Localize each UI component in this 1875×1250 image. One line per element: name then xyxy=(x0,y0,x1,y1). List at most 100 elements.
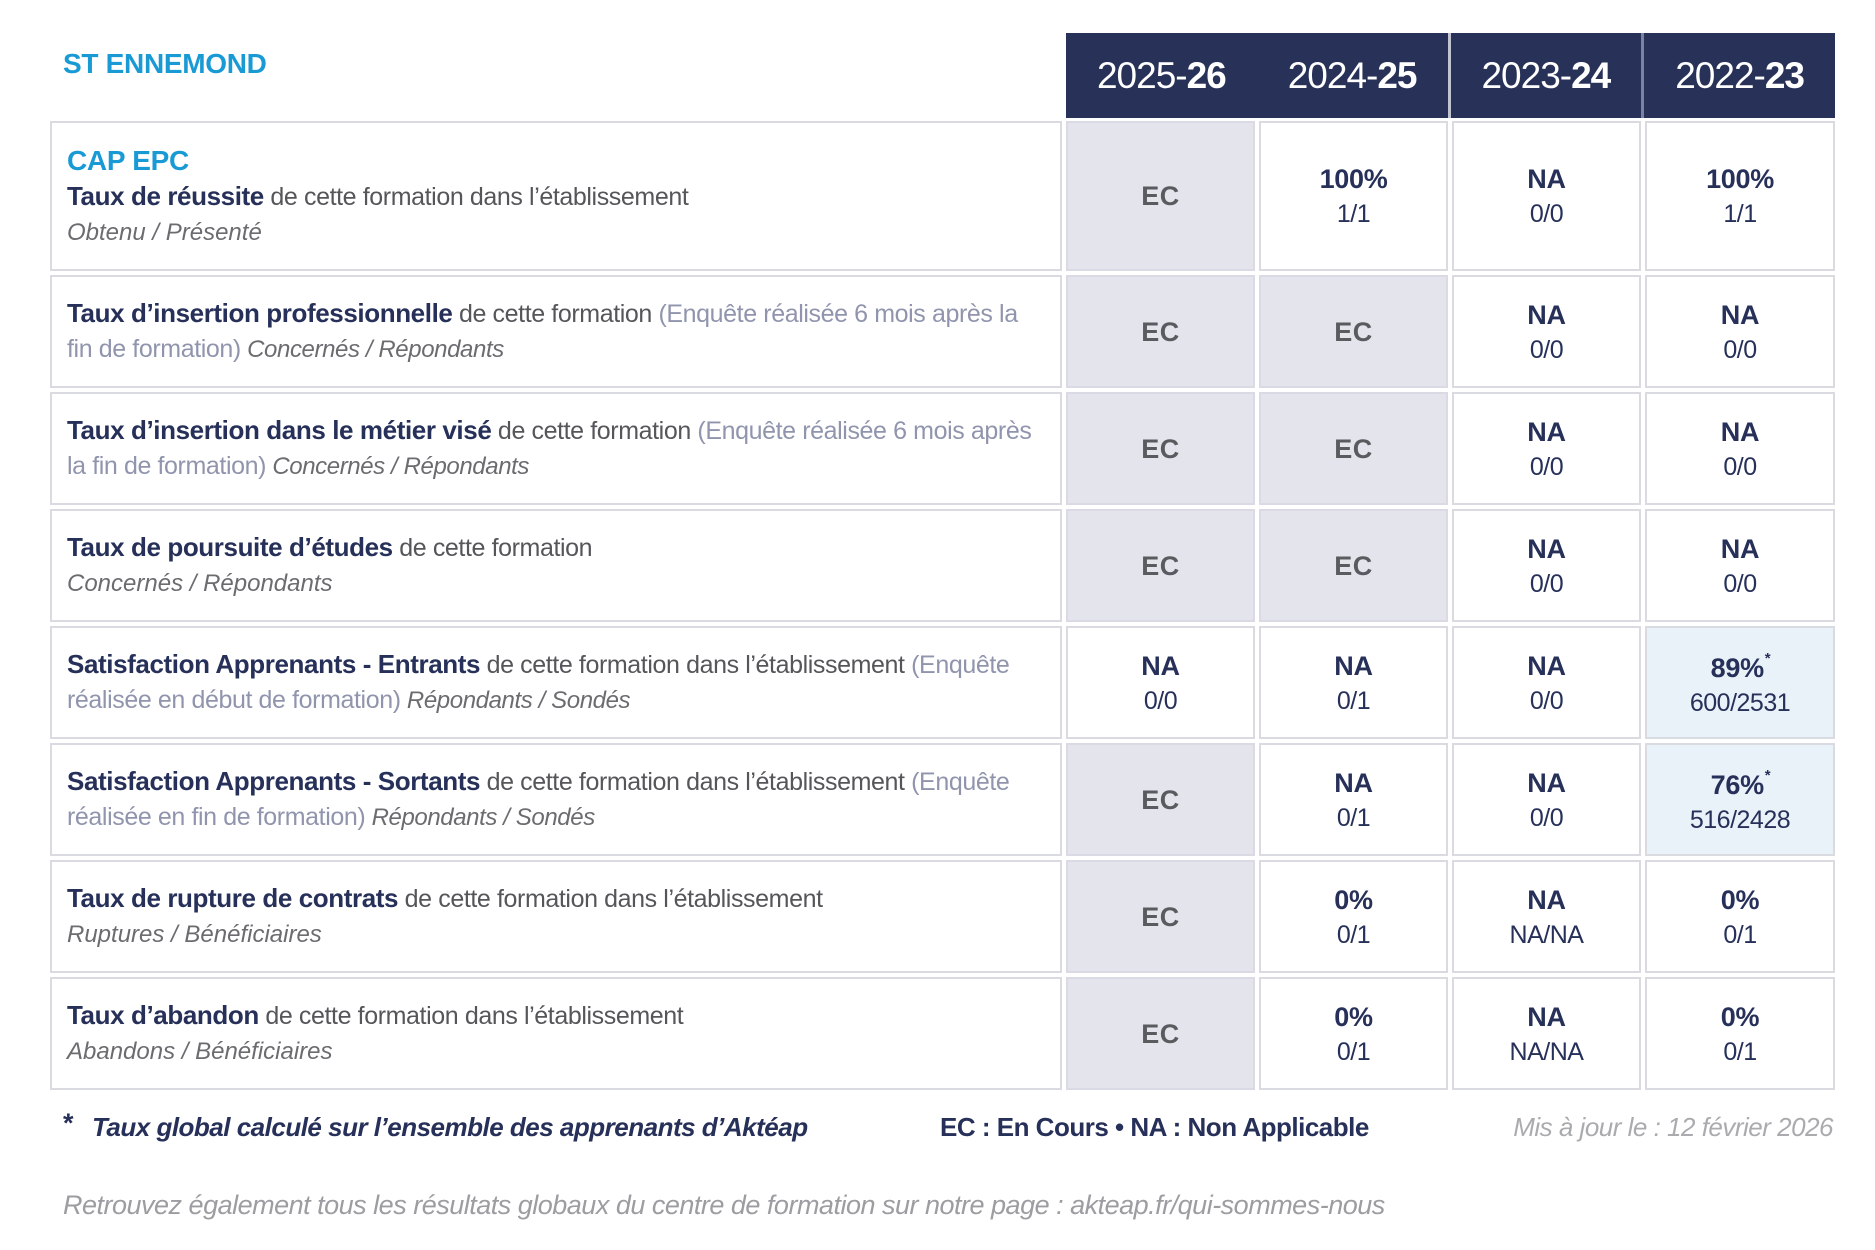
footnote-asterisk: * xyxy=(63,1108,74,1138)
stat-fraction: 0/0 xyxy=(1529,686,1564,715)
year-suffix: 23 xyxy=(1764,54,1805,96)
stat-value: EC xyxy=(1141,181,1180,211)
metric-title: Taux d’abandon xyxy=(67,1000,259,1030)
stat-value: NA xyxy=(1141,650,1180,681)
row-label-rupture-contrats: Taux de rupture de contrats de cette for… xyxy=(50,860,1062,973)
metric-text: Satisfaction Apprenants - Sortants de ce… xyxy=(67,764,1040,835)
stat-cell: NA 0/1 xyxy=(1259,743,1448,856)
stat-value: NA xyxy=(1527,1001,1566,1032)
stat-cell-highlighted: 76%* 516/2428 xyxy=(1645,743,1835,856)
stat-cell: 0% 0/1 xyxy=(1645,860,1835,973)
metric-paren: (Enquête réalisée en début de formation) xyxy=(67,651,1010,714)
stat-fraction: 1/1 xyxy=(1723,200,1757,228)
stat-fraction: 0/1 xyxy=(1336,803,1371,832)
stat-cell: 100% 1/1 xyxy=(1645,121,1835,271)
metric-sub: Ruptures / Bénéficiaires xyxy=(67,921,322,948)
year-suffix: 25 xyxy=(1377,54,1417,96)
stat-cell: EC xyxy=(1066,392,1255,505)
stat-cell: EC xyxy=(1066,860,1255,973)
metric-text: Taux d’insertion professionnelle de cett… xyxy=(67,296,1040,367)
stat-fraction: 0/0 xyxy=(1529,803,1564,832)
stat-cell: 0% 0/1 xyxy=(1259,977,1448,1090)
asterisk: * xyxy=(1764,767,1771,784)
metric-desc: de cette formation dans l’établissement xyxy=(258,1002,684,1030)
stat-cell: EC xyxy=(1066,509,1255,622)
stat-value: NA xyxy=(1720,533,1760,564)
stat-value: NA xyxy=(1527,164,1566,194)
stat-fraction: 0/1 xyxy=(1336,920,1371,949)
stat-cell: 0% 0/1 xyxy=(1259,860,1448,973)
metric-text: Taux de réussite de cette formation dans… xyxy=(67,179,689,215)
stat-cell: NA NA/NA xyxy=(1452,977,1641,1090)
stat-value: EC xyxy=(1334,316,1373,347)
metric-sub: Concernés / Répondants xyxy=(266,453,530,480)
years-header: 2025- 26 2024- 25 2023- 24 2022- 23 xyxy=(1066,33,1835,118)
metric-desc: de cette formation xyxy=(392,534,593,562)
school-title: ST ENNEMOND xyxy=(63,48,267,79)
stat-fraction: 0/0 xyxy=(1529,452,1564,481)
metric-sub: Répondants / Sondés xyxy=(400,687,631,714)
stat-cell: EC xyxy=(1259,509,1448,622)
stat-value: EC xyxy=(1141,901,1180,932)
stat-value: 100% xyxy=(1706,164,1774,194)
stat-value: 100% xyxy=(1319,164,1388,194)
metric-text: Satisfaction Apprenants - Entrants de ce… xyxy=(67,647,1040,718)
stat-cell: EC xyxy=(1066,121,1255,271)
stat-cell: NA 0/0 xyxy=(1066,626,1255,739)
metric-sub: Concernés / Répondants xyxy=(67,570,333,597)
stat-value: NA xyxy=(1527,416,1566,447)
stat-value: NA xyxy=(1334,767,1373,798)
metric-paren: (Enquête réalisée en fin de formation) xyxy=(67,768,1010,831)
metric-desc: de cette formation xyxy=(452,300,659,328)
stat-cell-highlighted: 89%* 600/2531 xyxy=(1645,626,1835,739)
metric-title: Taux de poursuite d’études xyxy=(67,532,393,562)
stat-fraction: 516/2428 xyxy=(1689,806,1791,834)
row-label-insertion-professionnelle: Taux d’insertion professionnelle de cett… xyxy=(50,275,1062,388)
stat-cell: 0% 0/1 xyxy=(1645,977,1835,1090)
stat-value: NA xyxy=(1527,884,1566,915)
stat-cell: EC xyxy=(1066,977,1255,1090)
year-column-2025-26: 2025- 26 xyxy=(1066,33,1257,118)
stat-fraction: 0/1 xyxy=(1336,686,1371,715)
year-suffix: 24 xyxy=(1571,54,1611,96)
metric-desc: de cette formation dans l’établissement xyxy=(480,651,912,679)
stat-cell: NA 0/0 xyxy=(1645,275,1835,388)
year-prefix: 2025- xyxy=(1096,54,1188,96)
stat-value: EC xyxy=(1141,550,1180,581)
year-prefix: 2024- xyxy=(1287,54,1379,96)
program-title: CAP EPC xyxy=(67,144,189,176)
metric-desc: de cette formation dans l’établissement xyxy=(263,182,689,211)
metric-title: Taux de réussite xyxy=(67,180,264,211)
stat-value: EC xyxy=(1141,1018,1180,1049)
row-label-poursuite-etudes: Taux de poursuite d’études de cette form… xyxy=(50,509,1062,622)
year-prefix: 2023- xyxy=(1481,54,1572,96)
stat-value: NA xyxy=(1527,767,1566,798)
row-label-satisfaction-entrants: Satisfaction Apprenants - Entrants de ce… xyxy=(50,626,1062,739)
stat-value: NA xyxy=(1720,299,1760,330)
row-label-insertion-metier-vise: Taux d’insertion dans le métier visé de … xyxy=(50,392,1062,505)
stat-value: 76%* xyxy=(1710,767,1771,800)
year-column-2023-24: 2023- 24 xyxy=(1447,33,1642,118)
stat-fraction: 0/0 xyxy=(1529,200,1564,228)
metric-title: Taux de rupture de contrats xyxy=(67,883,399,913)
stat-cell: NA 0/0 xyxy=(1452,392,1641,505)
stat-fraction: 0/0 xyxy=(1723,335,1757,364)
stat-cell: NA 0/1 xyxy=(1259,626,1448,739)
stat-value: 0% xyxy=(1334,1001,1373,1032)
metric-sub: Obtenu / Présenté xyxy=(67,218,262,246)
metric-desc: de cette formation xyxy=(491,417,698,445)
stat-value: NA xyxy=(1527,299,1566,330)
stat-fraction: 0/0 xyxy=(1143,686,1178,715)
stat-cell: EC xyxy=(1066,743,1255,856)
year-suffix: 26 xyxy=(1186,54,1227,96)
asterisk: * xyxy=(1764,650,1771,667)
metric-text: Taux de poursuite d’études de cette form… xyxy=(67,530,593,566)
global-results-link-line: Retrouvez également tous les résultats g… xyxy=(63,1190,1385,1220)
stat-fraction: NA/NA xyxy=(1509,920,1584,949)
stat-fraction: 0/0 xyxy=(1529,569,1564,598)
stat-cell: EC xyxy=(1066,275,1255,388)
stat-fraction: 0/0 xyxy=(1529,335,1564,364)
stat-value: EC xyxy=(1141,316,1180,347)
stat-fraction: 1/1 xyxy=(1336,200,1371,228)
